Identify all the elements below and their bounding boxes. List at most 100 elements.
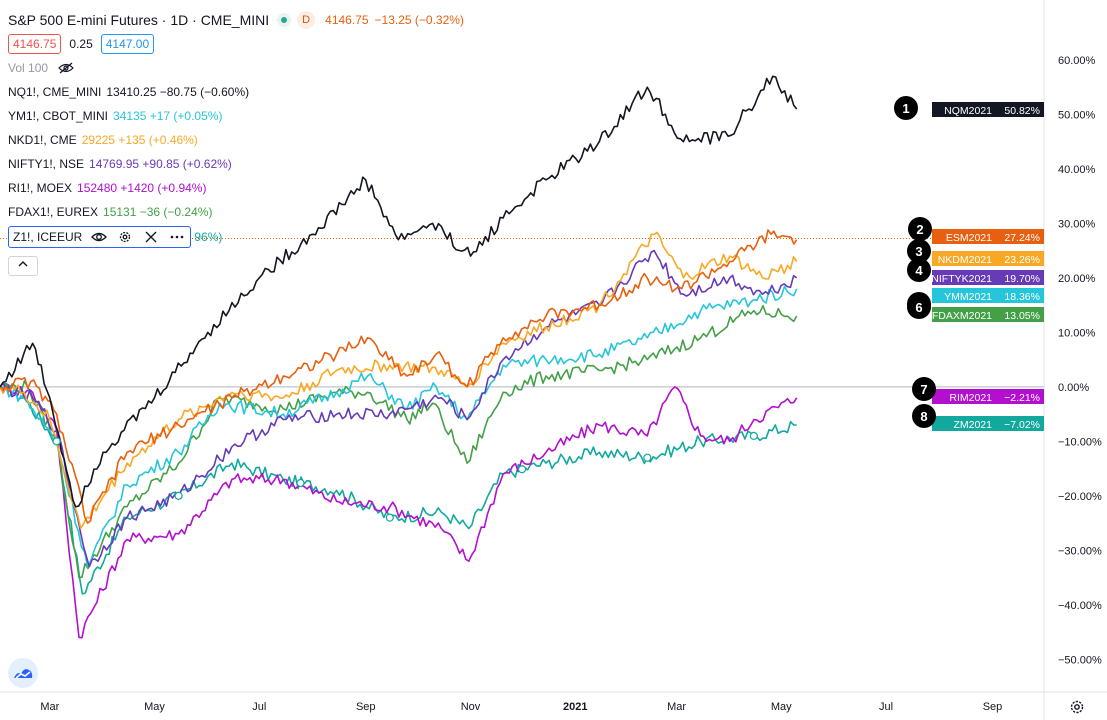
series-name-label: ZM2021: [953, 419, 992, 431]
legend-row[interactable]: NIFTY1!, NSE 14769.95 +90.85 (+0.62%): [8, 152, 464, 176]
numbered-badge: [907, 258, 931, 282]
y-tick-label: 0.00%: [1058, 382, 1089, 394]
series-value-label: 50.82%: [1004, 105, 1040, 117]
series-line-nqm2021[interactable]: [0, 75, 798, 508]
series-value-label: 13.05%: [1004, 310, 1040, 322]
x-tick-label: Jul: [252, 701, 266, 713]
badge-number: 8: [920, 409, 927, 424]
x-tick-label: Nov: [461, 701, 481, 713]
last-value-label: [932, 288, 1044, 303]
price-change: −13.25 (−0.32%): [374, 13, 464, 27]
legend-value: 15131 −36 (−0.24%): [103, 205, 213, 219]
legend-row[interactable]: RI1!, MOEX 152480 +1420 (+0.94%): [8, 176, 464, 200]
x-tick-label: Sep: [983, 701, 1003, 713]
x-tick-label: Mar: [40, 701, 59, 713]
legend-value: 14769.95 +90.85 (+0.62%): [89, 157, 232, 171]
badge-number: 2: [916, 222, 923, 237]
eye-off-icon[interactable]: [58, 62, 74, 74]
x-tick-label: Sep: [356, 701, 376, 713]
rollover-marker: [52, 437, 61, 446]
legend-value: 152480 +1420 (+0.94%): [77, 181, 207, 195]
rollover-marker: [643, 453, 652, 462]
numbered-badge: [894, 96, 918, 120]
last-price: 4146.75: [325, 13, 369, 27]
spread: 0.25: [69, 37, 93, 51]
delay-badge: D: [297, 11, 316, 29]
badge-number: 7: [920, 382, 927, 397]
series-value-label: 23.26%: [1004, 254, 1040, 266]
numbered-badge: [912, 404, 936, 428]
last-value-label: [932, 229, 1044, 244]
numbered-badge: [908, 217, 932, 241]
series-name-label: RIM2021: [949, 392, 992, 404]
legend: S&P 500 E-mini Futures · 1D · CME_MINI D…: [8, 8, 464, 250]
legend-symbol: NQ1!, CME_MINI: [8, 85, 102, 99]
last-value-label: [932, 270, 1044, 285]
y-tick-label: 60.00%: [1058, 55, 1096, 67]
numbered-badge: [912, 377, 936, 401]
legend-symbol: NKD1!, CME: [8, 133, 77, 147]
series-line-niftyk2021[interactable]: [0, 249, 798, 568]
series-value-label: 18.36%: [1004, 291, 1040, 303]
series-line-nkdm2021[interactable]: [0, 231, 798, 530]
y-tick-label: 40.00%: [1058, 164, 1096, 176]
rollover-marker: [385, 513, 394, 522]
y-tick-label: −20.00%: [1058, 491, 1102, 503]
more-icon[interactable]: [168, 229, 186, 245]
numbered-badge: [907, 239, 931, 263]
legend-symbol: NIFTY1!, NSE: [8, 157, 85, 171]
ask-box[interactable]: 4147.00: [100, 34, 155, 54]
legend-symbol: FDAX1!, EUREX: [8, 205, 99, 219]
header-row: S&P 500 E-mini Futures · 1D · CME_MINI D…: [8, 8, 464, 32]
close-icon[interactable]: [142, 229, 160, 245]
series-line-ymm2021[interactable]: [0, 285, 798, 568]
tradingview-logo[interactable]: [8, 658, 38, 688]
y-tick-label: −40.00%: [1058, 600, 1102, 612]
series-name-label: NIFTYK2021: [931, 273, 992, 285]
legend-row[interactable]: NQ1!, CME_MINI 13410.25 −80.75 (−0.60%): [8, 80, 464, 104]
legend-value: 34135 +17 (+0.05%): [113, 109, 223, 123]
series-name-label: ESM2021: [946, 232, 992, 244]
y-tick-label: 10.00%: [1058, 327, 1096, 339]
y-tick-label: −30.00%: [1058, 545, 1102, 557]
legend-value: 96%): [194, 230, 223, 244]
legend-symbol: RI1!, MOEX: [8, 181, 73, 195]
legend-row[interactable]: NKD1!, CME 29225 +135 (+0.46%): [8, 128, 464, 152]
rollover-marker: [296, 478, 305, 488]
badge-number: 3: [915, 244, 922, 259]
chart-title[interactable]: S&P 500 E-mini Futures · 1D · CME_MINI: [8, 12, 270, 28]
legend-value: 29225 +135 (+0.46%): [81, 133, 198, 147]
series-name-label: NQM2021: [944, 105, 992, 117]
series-value-label: −7.02%: [1004, 419, 1040, 431]
settings-icon[interactable]: [1068, 698, 1086, 716]
legend-row-z1: Z1!, ICEEUR 96%): [8, 224, 464, 250]
numbered-badge: [907, 295, 931, 319]
y-tick-label: 50.00%: [1058, 109, 1096, 121]
y-tick-label: −50.00%: [1058, 654, 1102, 666]
collapse-legend-button[interactable]: [8, 256, 38, 276]
last-value-label: [932, 416, 1044, 431]
bid-box[interactable]: 4146.75: [8, 34, 62, 54]
eye-icon[interactable]: [90, 229, 108, 245]
gear-icon[interactable]: [116, 229, 134, 245]
z1-active-box[interactable]: Z1!, ICEEUR: [8, 226, 192, 248]
series-line-esm2021[interactable]: [0, 229, 798, 524]
x-tick-label: Mar: [667, 701, 686, 713]
rollover-marker: [517, 465, 527, 474]
last-value-label: [932, 389, 1044, 404]
volume-label: Vol 100: [8, 61, 49, 75]
badge-number: 6: [915, 300, 922, 315]
legend-value: 13410.25 −80.75 (−0.60%): [106, 85, 250, 99]
badge-number: 1: [902, 101, 909, 116]
series-line-fdaxm2021[interactable]: [0, 304, 798, 579]
series-value-label: 27.24%: [1004, 232, 1040, 244]
series-line-rim2021[interactable]: [0, 382, 798, 639]
series-line-zm2021[interactable]: [0, 382, 797, 595]
rollover-marker: [174, 491, 183, 500]
legend-row[interactable]: FDAX1!, EUREX 15131 −36 (−0.24%): [8, 200, 464, 224]
legend-row[interactable]: YM1!, CBOT_MINI 34135 +17 (+0.05%): [8, 104, 464, 128]
series-name-label: FDAXM2021: [932, 310, 992, 322]
quote-row: 4146.75 0.25 4147.00: [8, 32, 464, 56]
legend-symbol: YM1!, CBOT_MINI: [8, 109, 109, 123]
